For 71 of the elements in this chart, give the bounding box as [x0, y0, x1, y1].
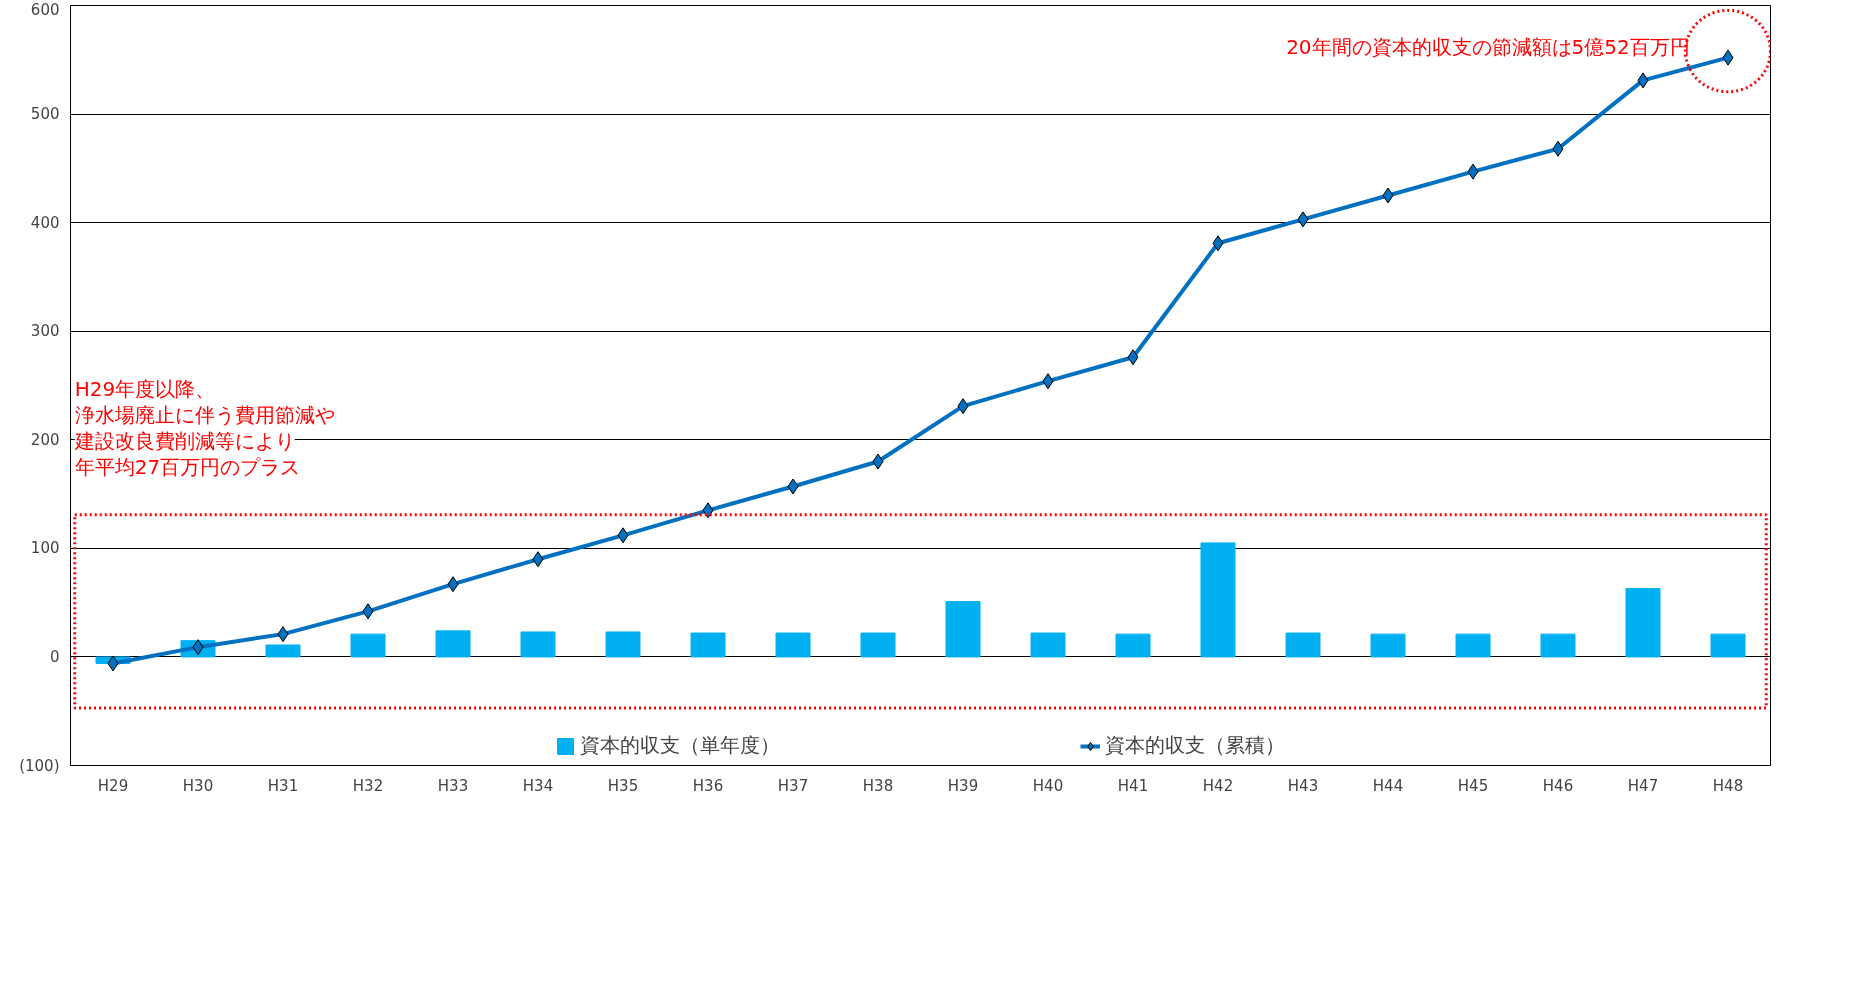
point — [1722, 49, 1734, 66]
annotation: 浄水場廃止に伴う費用節減や — [74, 402, 335, 427]
point — [702, 502, 714, 519]
y-tick-label: 100 — [30, 539, 60, 558]
x-tick-label: H33 — [437, 776, 469, 795]
y-tick-label: (100) — [19, 756, 60, 775]
x-tick-label: H36 — [692, 776, 724, 795]
bar — [860, 632, 896, 658]
bar — [1115, 633, 1151, 658]
x-tick-label: H37 — [777, 776, 809, 795]
x-tick-label: H41 — [1117, 776, 1149, 795]
bar — [945, 601, 981, 658]
x-tick-label: H45 — [1457, 776, 1489, 795]
point — [1127, 349, 1139, 366]
annotation: H29年度以降、 — [74, 376, 216, 401]
x-tick-label: H43 — [1287, 776, 1319, 795]
bar — [1540, 633, 1576, 658]
point — [1382, 187, 1394, 204]
point — [1552, 140, 1564, 157]
x-tick-label: H35 — [607, 776, 639, 795]
bar — [435, 630, 471, 658]
y-tick-label: 300 — [30, 322, 60, 341]
x-tick-label: H48 — [1712, 776, 1744, 795]
bar — [1370, 633, 1406, 658]
y-tick-label: 0 — [49, 647, 60, 666]
x-tick-label: H30 — [182, 776, 214, 795]
x-tick-label: H34 — [522, 776, 554, 795]
point — [1637, 72, 1649, 89]
bar — [1625, 588, 1661, 658]
point — [957, 398, 969, 415]
x-tick-label: H40 — [1032, 776, 1064, 795]
point — [107, 655, 119, 672]
x-tick-label: H38 — [862, 776, 894, 795]
point — [872, 453, 884, 470]
bar — [605, 631, 641, 658]
point — [1467, 163, 1479, 180]
x-tick-label: H44 — [1372, 776, 1404, 795]
point — [447, 576, 459, 593]
bar — [520, 631, 556, 658]
annotation: 建設改良費削減等により — [73, 428, 295, 453]
bar — [1455, 633, 1491, 658]
x-tick-label: H32 — [352, 776, 384, 795]
bar — [775, 632, 811, 658]
legend-label: 資本的収支（単年度） — [580, 732, 780, 759]
x-tick-label: H42 — [1202, 776, 1234, 795]
point — [1042, 373, 1054, 390]
point — [617, 527, 629, 544]
legend-label: 資本的収支（累積） — [1105, 732, 1285, 759]
annotation: 年平均27百万円のプラス — [74, 454, 301, 479]
point — [532, 551, 544, 568]
x-tick-label: H29 — [97, 776, 129, 795]
bar — [690, 632, 726, 658]
y-tick-label: 600 — [30, 0, 60, 19]
bar — [1030, 632, 1066, 658]
point — [277, 626, 289, 643]
bar — [1710, 633, 1746, 658]
y-tick-label: 400 — [30, 213, 60, 232]
bar — [1285, 632, 1321, 658]
y-tick-label: 500 — [30, 105, 60, 124]
bar — [350, 633, 386, 658]
x-tick-label: H31 — [267, 776, 299, 795]
point — [787, 478, 799, 495]
x-tick-label: H47 — [1627, 776, 1659, 795]
bar — [265, 644, 301, 658]
point — [362, 603, 374, 620]
x-tick-label: H46 — [1542, 776, 1574, 795]
y-tick-label: 200 — [30, 430, 60, 449]
bar — [1200, 542, 1236, 658]
x-tick-label: H39 — [947, 776, 979, 795]
point — [1297, 211, 1309, 228]
point — [1212, 235, 1224, 252]
